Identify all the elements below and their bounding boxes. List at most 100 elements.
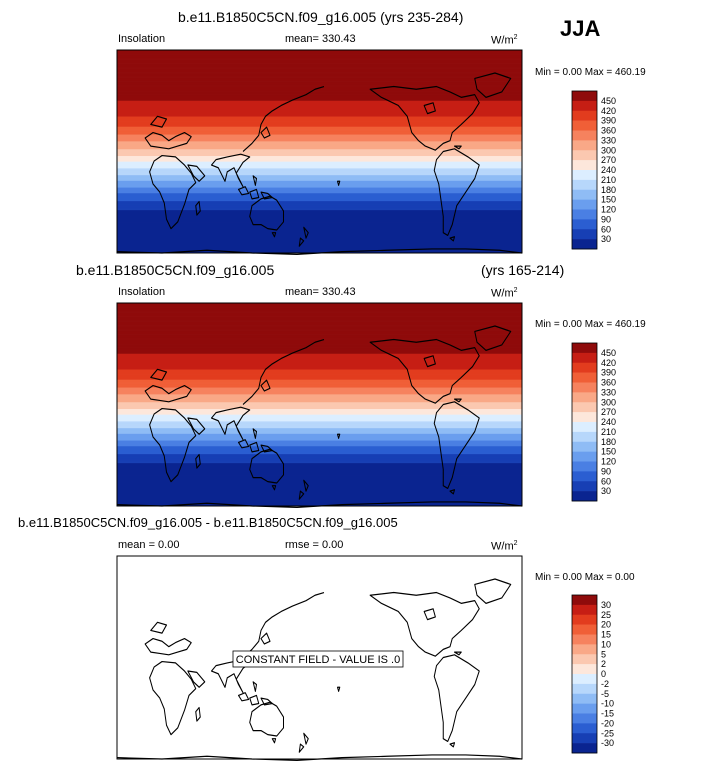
- colorbar-swatch: [572, 412, 597, 423]
- colorbar-tick-label: 450: [601, 96, 616, 106]
- colorbar-1: 4504203903603303002702402101801501209060…: [571, 90, 616, 250]
- heatmap-band: [117, 157, 522, 159]
- heatmap-band: [117, 491, 522, 493]
- heatmap-band: [117, 118, 522, 121]
- heatmap-band: [117, 350, 522, 352]
- heatmap-band: [117, 387, 522, 390]
- panel1-mean-label: mean= 330.43: [285, 33, 356, 45]
- heatmap-band: [117, 196, 522, 199]
- heatmap-band: [117, 322, 522, 324]
- colorbar-tick-label: 240: [601, 417, 616, 427]
- heatmap-band: [117, 384, 522, 386]
- heatmap-band: [117, 429, 522, 431]
- heatmap-band: [117, 73, 522, 76]
- heatmap-band: [117, 215, 522, 218]
- colorbar-tick-label: 270: [601, 407, 616, 417]
- colorbar-tick-label: -30: [601, 738, 614, 748]
- colorbar-swatch: [572, 451, 597, 462]
- heatmap-band: [117, 109, 522, 112]
- heatmap-band: [117, 179, 522, 182]
- heatmap-band: [117, 203, 522, 205]
- heatmap-band: [117, 303, 522, 305]
- heatmap-band: [117, 392, 522, 394]
- heatmap-band: [117, 459, 522, 462]
- colorbar-swatch: [572, 140, 597, 151]
- heatmap-band: [117, 99, 522, 102]
- colorbar-tick-label: 390: [601, 116, 616, 126]
- heatmap-band: [117, 363, 522, 366]
- heatmap-band: [117, 379, 522, 382]
- heatmap-band: [117, 170, 522, 173]
- map-panel-1: [116, 49, 523, 255]
- colorbar-swatch: [572, 654, 597, 665]
- heatmap-band: [117, 201, 522, 203]
- heatmap-band: [117, 165, 522, 167]
- colorbar-tick-label: 180: [601, 437, 616, 447]
- heatmap-band: [117, 398, 522, 401]
- heatmap-band: [117, 98, 522, 101]
- panel2-years: (yrs 165-214): [481, 262, 565, 278]
- heatmap-band: [117, 415, 522, 418]
- colorbar-2: 4504203903603303002702402101801501209060…: [571, 342, 616, 502]
- heatmap-band: [117, 367, 522, 369]
- heatmap-band: [117, 306, 522, 308]
- colorbar-tick-label: -15: [601, 709, 614, 719]
- map-panel-2: [116, 302, 523, 508]
- heatmap-band: [117, 433, 522, 436]
- season-label: JJA: [560, 16, 601, 41]
- heatmap-band: [117, 134, 522, 137]
- panel1-units-label: W/m2: [491, 34, 518, 47]
- heatmap-band: [117, 116, 522, 119]
- heatmap-band: [117, 55, 522, 58]
- heatmap-band: [117, 232, 522, 235]
- heatmap-band: [117, 411, 522, 413]
- heatmap-band: [117, 159, 522, 161]
- heatmap-band: [117, 119, 522, 122]
- heatmap-band: [117, 92, 522, 95]
- heatmap-band: [117, 418, 522, 420]
- heatmap-band: [117, 127, 522, 130]
- heatmap-band: [117, 207, 522, 210]
- heatmap-band: [117, 188, 522, 191]
- colorbar-tick-label: 360: [601, 378, 616, 388]
- heatmap-band: [117, 489, 522, 491]
- heatmap-band: [117, 473, 522, 475]
- heatmap-band: [117, 440, 522, 443]
- heatmap-band: [117, 341, 522, 343]
- colorbar-swatch: [572, 150, 597, 161]
- heatmap-band: [117, 63, 522, 66]
- colorbar-swatch: [572, 614, 597, 625]
- heatmap-band: [117, 485, 522, 488]
- heatmap-band: [117, 467, 522, 470]
- colorbar-swatch: [572, 352, 597, 364]
- heatmap-band: [117, 361, 522, 364]
- heatmap-band: [117, 328, 522, 331]
- heatmap-band: [117, 142, 522, 145]
- heatmap-band: [117, 90, 522, 93]
- heatmap-band: [117, 372, 522, 375]
- heatmap-band: [117, 321, 522, 323]
- heatmap-band: [117, 457, 522, 460]
- colorbar-tick-label: 360: [601, 126, 616, 136]
- heatmap-band: [117, 377, 522, 379]
- colorbar-swatch: [572, 664, 597, 675]
- heatmap-band: [117, 184, 522, 186]
- heatmap-band: [117, 483, 522, 485]
- heatmap-band: [117, 160, 522, 163]
- heatmap-band: [117, 51, 522, 53]
- panel1-title: b.e11.B1850C5CN.f09_g16.005 (yrs 235-284…: [178, 9, 464, 25]
- colorbar-tick-label: 0: [601, 669, 606, 679]
- map-frame: [116, 302, 523, 507]
- heatmap-band: [117, 333, 522, 335]
- panel2-units-label: W/m2: [491, 287, 518, 300]
- heatmap-band: [117, 70, 522, 72]
- heatmap-band: [117, 501, 522, 504]
- colorbar-swatch: [572, 481, 597, 492]
- heatmap-band: [117, 172, 522, 175]
- heatmap-band: [117, 227, 522, 229]
- colorbar-tick-label: 300: [601, 145, 616, 155]
- heatmap-band: [117, 166, 522, 168]
- heatmap-band: [117, 393, 522, 395]
- colorbar-tick-label: 390: [601, 368, 616, 378]
